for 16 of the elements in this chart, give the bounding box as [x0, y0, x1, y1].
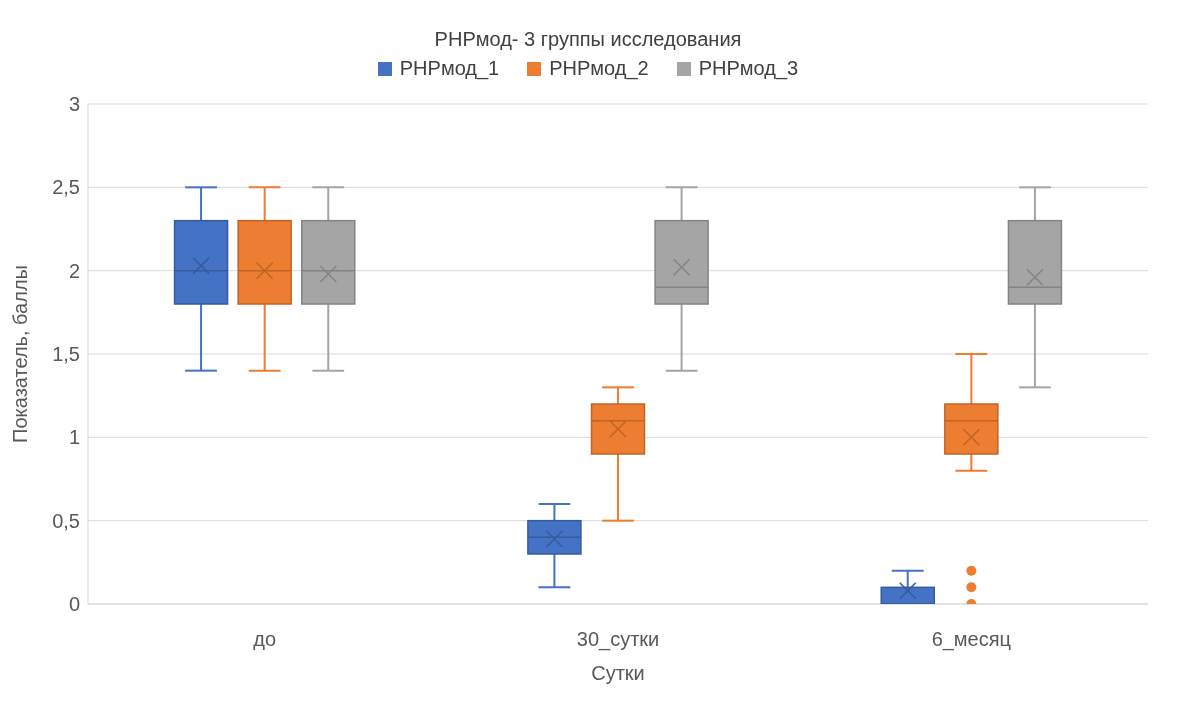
- y-tick-label: 2: [68, 259, 80, 282]
- legend-label: РНРмод_3: [698, 57, 799, 80]
- y-tick-label: 3: [68, 93, 80, 116]
- y-tick-label: 1: [68, 426, 80, 449]
- legend-label: РНРмод_2: [549, 57, 649, 80]
- y-tick-label: 2,5: [52, 176, 80, 199]
- y-tick-label: 0: [68, 593, 80, 616]
- legend-label: РНРмод_1: [399, 57, 500, 80]
- x-tick-label: до: [253, 628, 277, 651]
- x-tick-label: 6_месяц: [931, 628, 1012, 652]
- y-tick-label: 0,5: [52, 509, 80, 532]
- y-axis-title: Показатель, баллы: [9, 265, 32, 443]
- x-tick-label: 30_сутки: [576, 628, 660, 652]
- x-axis-title: Сутки: [591, 662, 645, 684]
- y-tick-label: 1,5: [52, 343, 80, 366]
- chart-title: РНРмод- 3 группы исследования: [433, 28, 743, 51]
